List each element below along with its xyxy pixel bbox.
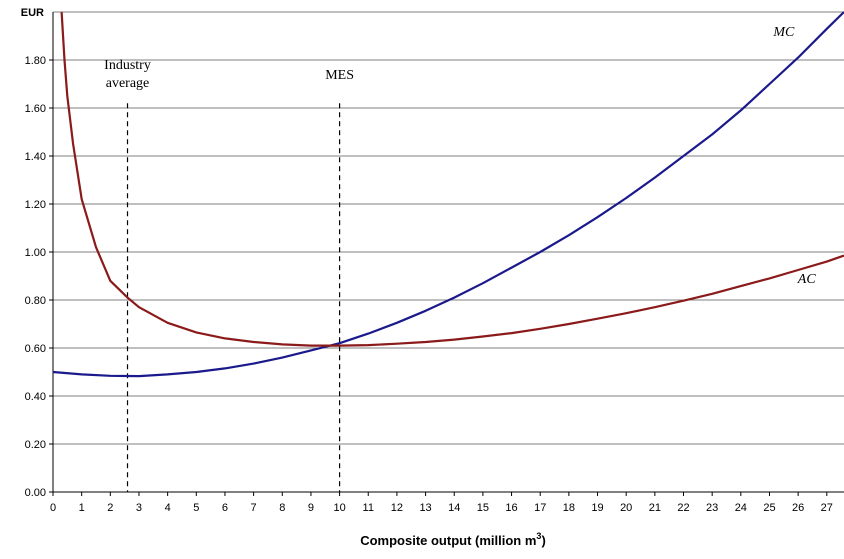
- x-tick-label: 27: [821, 502, 833, 514]
- x-tick-label: 6: [222, 502, 228, 514]
- y-tick-label: 0.20: [25, 439, 46, 451]
- x-tick-label: 5: [193, 502, 199, 514]
- y-unit-label: EUR: [21, 7, 44, 19]
- x-tick-label: 17: [534, 502, 546, 514]
- y-tick-label: 1.80: [25, 55, 46, 67]
- x-tick-label: 14: [448, 502, 460, 514]
- x-ticks: 0 1 2 3 4 5 6 7 8 9 10 11 12 13 14 15 16 17 18 19 20 21 22 23 24…: [50, 492, 833, 514]
- y-tick-label: 0.80: [25, 295, 46, 307]
- x-tick-label: 1: [79, 502, 85, 514]
- series-line-mc: [52, 11, 844, 378]
- x-tick-label: 15: [477, 502, 489, 514]
- x-tick-label: 22: [677, 502, 689, 514]
- gridlines: [53, 11, 844, 445]
- x-tick-label: 9: [308, 502, 314, 514]
- reference-line-label: average: [106, 76, 150, 91]
- y-tick-label: 0.40: [25, 391, 46, 403]
- x-tick-label: 7: [251, 502, 257, 514]
- x-tick-label: 8: [279, 502, 285, 514]
- x-tick-label: 2: [107, 502, 113, 514]
- x-tick-label: 10: [333, 502, 345, 514]
- y-tick-label: 1.40: [25, 151, 46, 163]
- curve-labels: MC AC: [772, 25, 816, 287]
- reference-line-label: Industry: [104, 58, 151, 73]
- reference-line-label: MES: [325, 68, 354, 83]
- y-tick-label: 0.00: [25, 487, 46, 499]
- x-tick-label: 13: [419, 502, 431, 514]
- x-tick-label: 19: [591, 502, 603, 514]
- x-tick-label: 4: [165, 502, 171, 514]
- x-axis-title-sup: 3: [536, 531, 541, 541]
- curve-label-ac: AC: [797, 272, 817, 287]
- x-tick-label: 12: [391, 502, 403, 514]
- x-tick-label: 24: [735, 502, 747, 514]
- x-tick-label: 16: [505, 502, 517, 514]
- x-axis-title: Composite output (million m3): [360, 531, 546, 548]
- x-tick-label: 20: [620, 502, 632, 514]
- x-axis-title-suffix: ): [541, 533, 545, 548]
- y-tick-label: 1.20: [25, 199, 46, 211]
- x-tick-label: 3: [136, 502, 142, 514]
- y-ticks: 0.00 0.20 0.40 0.60 0.80 1.00 1.20 1.40 1.60 1.80: [25, 55, 53, 499]
- x-tick-label: 0: [50, 502, 56, 514]
- y-tick-label: 1.00: [25, 247, 46, 259]
- x-tick-label: 23: [706, 502, 718, 514]
- x-axis-title-main: Composite output (million m: [360, 533, 536, 548]
- reference-lines: Industry average MES: [104, 58, 354, 492]
- x-tick-label: 21: [649, 502, 661, 514]
- series-lines: [52, 11, 844, 378]
- x-tick-label: 26: [792, 502, 804, 514]
- y-tick-label: 1.60: [25, 103, 46, 115]
- x-tick-label: 25: [763, 502, 775, 514]
- x-tick-label: 11: [363, 502, 374, 514]
- x-tick-label: 18: [563, 502, 575, 514]
- y-tick-label: 0.60: [25, 343, 46, 355]
- series-line-ac: [60, 11, 844, 347]
- curve-label-mc: MC: [772, 25, 795, 40]
